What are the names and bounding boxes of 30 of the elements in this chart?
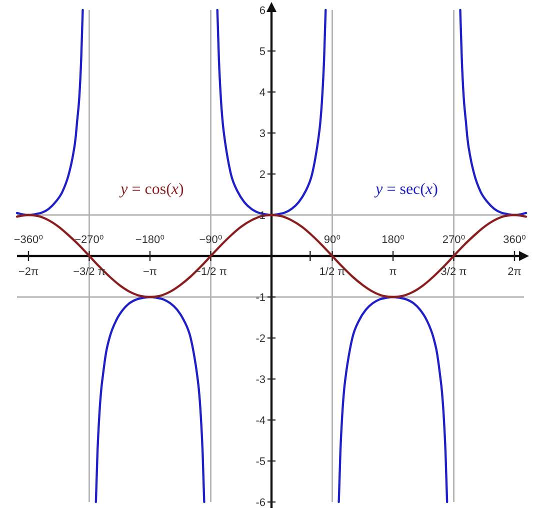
x-tick-label: 2π — [508, 266, 522, 278]
y-tick-label: 2 — [259, 169, 266, 181]
x-tick-label: 1/2 π — [319, 266, 346, 278]
x-tick-label: −2π — [18, 266, 39, 278]
x2-tick-label: 270⁰ — [442, 234, 466, 246]
x2-tick-label: 90⁰ — [324, 234, 342, 246]
y-tick-label: -5 — [256, 456, 266, 468]
y-tick-label: 1 — [259, 210, 266, 222]
x-tick-label: −1/2 π — [194, 266, 228, 278]
x-tick-label: −3/2 π — [73, 266, 106, 278]
x2-tick-label: −270⁰ — [74, 234, 104, 246]
x2-tick-label: 360⁰ — [503, 234, 526, 246]
y-tick-label: -3 — [256, 374, 266, 386]
y-tick-label: -1 — [256, 292, 266, 304]
y-tick-label: -6 — [256, 497, 266, 509]
y-tick-label: 3 — [259, 128, 266, 140]
y-tick-label: -2 — [256, 333, 266, 345]
y-tick-label: 6 — [259, 5, 266, 17]
y-tick-label: -4 — [256, 415, 266, 427]
x2-tick-label: 180⁰ — [382, 234, 405, 246]
text: y = cos(x) — [118, 181, 184, 198]
x-tick-label: −π — [142, 266, 158, 278]
x-tick-label: 3/2 π — [440, 266, 468, 278]
x2-tick-label: −180⁰ — [135, 234, 166, 246]
x2-tick-label: −360⁰ — [14, 234, 44, 246]
y-tick-label: 5 — [259, 46, 266, 58]
y-tick-label: 4 — [259, 87, 266, 99]
x-tick-label: π — [389, 266, 398, 278]
text: y = sec(x) — [374, 181, 438, 198]
x2-tick-label: −90⁰ — [199, 234, 223, 246]
